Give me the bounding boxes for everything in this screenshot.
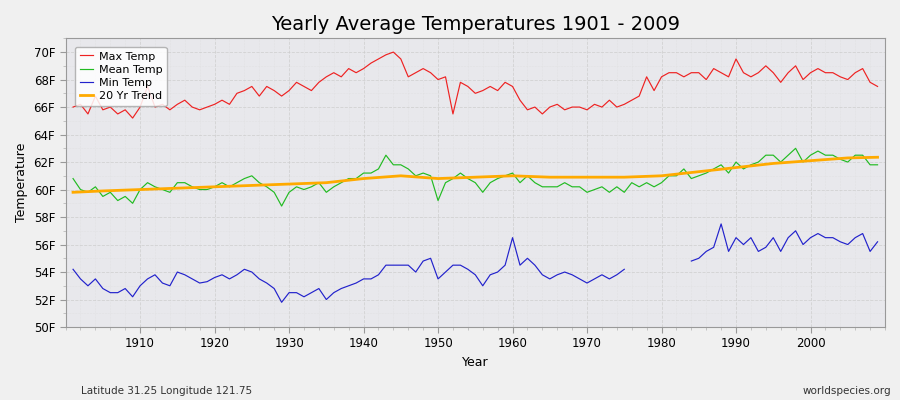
Max Temp [388,50,399,54]
20 Yr Trend [544,175,555,180]
Max Temp [872,84,883,89]
20 Yr Trend [731,165,742,170]
Y-axis label: Temperature: Temperature [15,143,28,222]
Max Temp [522,108,533,112]
Max Temp [343,66,354,71]
20 Yr Trend [768,161,778,166]
20 Yr Trend [358,176,369,181]
Mean Temp [790,146,801,151]
20 Yr Trend [470,175,481,180]
Line: 20 Yr Trend: 20 Yr Trend [73,157,878,192]
Max Temp [515,98,526,102]
20 Yr Trend [581,175,592,180]
Text: worldspecies.org: worldspecies.org [803,386,891,396]
Line: Mean Temp: Mean Temp [73,148,878,206]
20 Yr Trend [284,182,294,186]
20 Yr Trend [395,174,406,178]
Mean Temp [276,204,287,208]
Legend: Max Temp, Mean Temp, Min Temp, 20 Yr Trend: Max Temp, Mean Temp, Min Temp, 20 Yr Tre… [76,47,166,106]
Max Temp [135,105,146,110]
X-axis label: Year: Year [462,356,489,369]
20 Yr Trend [68,190,78,195]
20 Yr Trend [806,158,816,163]
20 Yr Trend [619,175,630,180]
Mean Temp [68,176,78,181]
Max Temp [299,84,310,89]
Max Temp [611,105,622,110]
Mean Temp [604,190,615,195]
Text: Latitude 31.25 Longitude 121.75: Latitude 31.25 Longitude 121.75 [81,386,252,396]
Mean Temp [872,162,883,167]
Mean Temp [343,176,354,181]
20 Yr Trend [656,174,667,178]
Mean Temp [127,201,138,206]
20 Yr Trend [172,186,183,190]
Max Temp [127,116,138,120]
20 Yr Trend [135,187,146,192]
20 Yr Trend [433,176,444,181]
Mean Temp [299,187,310,192]
20 Yr Trend [507,174,517,178]
Title: Yearly Average Temperatures 1901 - 2009: Yearly Average Temperatures 1901 - 2009 [271,15,680,34]
Max Temp [68,105,78,110]
20 Yr Trend [872,155,883,160]
20 Yr Trend [842,156,853,160]
Mean Temp [515,180,526,185]
20 Yr Trend [247,183,257,188]
20 Yr Trend [97,188,108,193]
20 Yr Trend [693,169,704,174]
20 Yr Trend [321,180,332,185]
20 Yr Trend [209,184,220,189]
Mean Temp [507,171,517,176]
Line: Max Temp: Max Temp [73,52,878,118]
